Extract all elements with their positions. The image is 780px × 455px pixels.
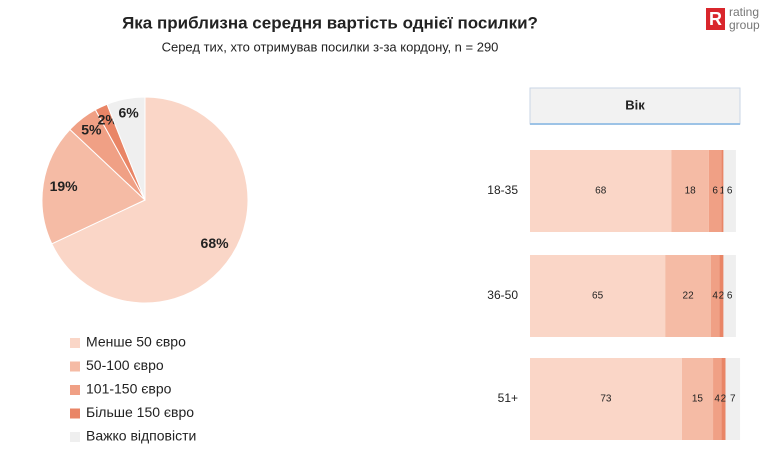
- legend-swatch: [70, 361, 80, 372]
- title: Яка приблизна середня вартість однієї по…: [122, 13, 538, 32]
- legend-swatch: [70, 385, 80, 395]
- data-label: 73: [600, 394, 612, 405]
- bar-segment: [719, 255, 724, 337]
- logo-text: rating: [729, 5, 759, 19]
- data-label: 65: [592, 291, 604, 302]
- bar-segment: [723, 150, 736, 232]
- bar-segment: [721, 150, 724, 232]
- y-tick-label: 18-35: [487, 183, 518, 197]
- pie-slice: [106, 96, 146, 201]
- bar-segment: [721, 358, 726, 440]
- header-label: Вік: [625, 97, 645, 112]
- bar-segment: [713, 358, 722, 440]
- bar-segment: [530, 150, 672, 232]
- bar-segment: [710, 255, 720, 337]
- data-label: 68%: [201, 235, 230, 251]
- data-label: 15: [692, 394, 704, 405]
- data-label: 1: [720, 186, 726, 197]
- legend-label: 50-100 євро: [86, 357, 164, 373]
- y-tick-label: 36-50: [487, 288, 518, 302]
- data-label: 2: [719, 291, 725, 302]
- data-label: 19%: [50, 178, 79, 194]
- bar-segment: [530, 358, 682, 440]
- bar-segment: [725, 358, 741, 440]
- data-label: 6: [727, 186, 733, 197]
- data-label: 6%: [118, 105, 139, 121]
- bar-segment: [723, 255, 736, 337]
- y-tick-label: 51+: [498, 391, 518, 405]
- data-label: 2: [721, 394, 727, 405]
- data-label: 7: [730, 394, 736, 405]
- legend-label: Важко відповісти: [86, 428, 196, 444]
- legend-swatch: [70, 432, 80, 442]
- pie-slice: [51, 96, 249, 304]
- legend-label: 101-150 євро: [86, 381, 172, 397]
- bar-segment: [671, 150, 709, 232]
- data-label: 4: [714, 394, 720, 405]
- legend-swatch: [70, 408, 80, 419]
- legend-label: Менше 50 євро: [86, 334, 186, 350]
- subtitle: Серед тих, хто отримував посилки з-за ко…: [162, 39, 499, 54]
- legend-swatch: [70, 338, 80, 348]
- data-label: 5%: [81, 122, 102, 138]
- data-label: 18: [685, 186, 697, 197]
- data-label: 68: [595, 186, 607, 197]
- bar-segment: [530, 255, 666, 337]
- bar-segment: [681, 358, 714, 440]
- data-label: 22: [683, 291, 695, 302]
- header-box: [529, 87, 741, 125]
- data-label: 6: [712, 186, 718, 197]
- bar-segment: [708, 150, 722, 232]
- pie-slice: [41, 128, 146, 245]
- logo-mark: R: [709, 9, 722, 29]
- logo-text: group: [729, 18, 760, 32]
- logo-box: [706, 8, 725, 30]
- data-label: 6: [727, 291, 733, 302]
- legend-label: Більше 150 євро: [86, 404, 194, 420]
- data-label: 4: [712, 291, 718, 302]
- bar-segment: [665, 255, 711, 337]
